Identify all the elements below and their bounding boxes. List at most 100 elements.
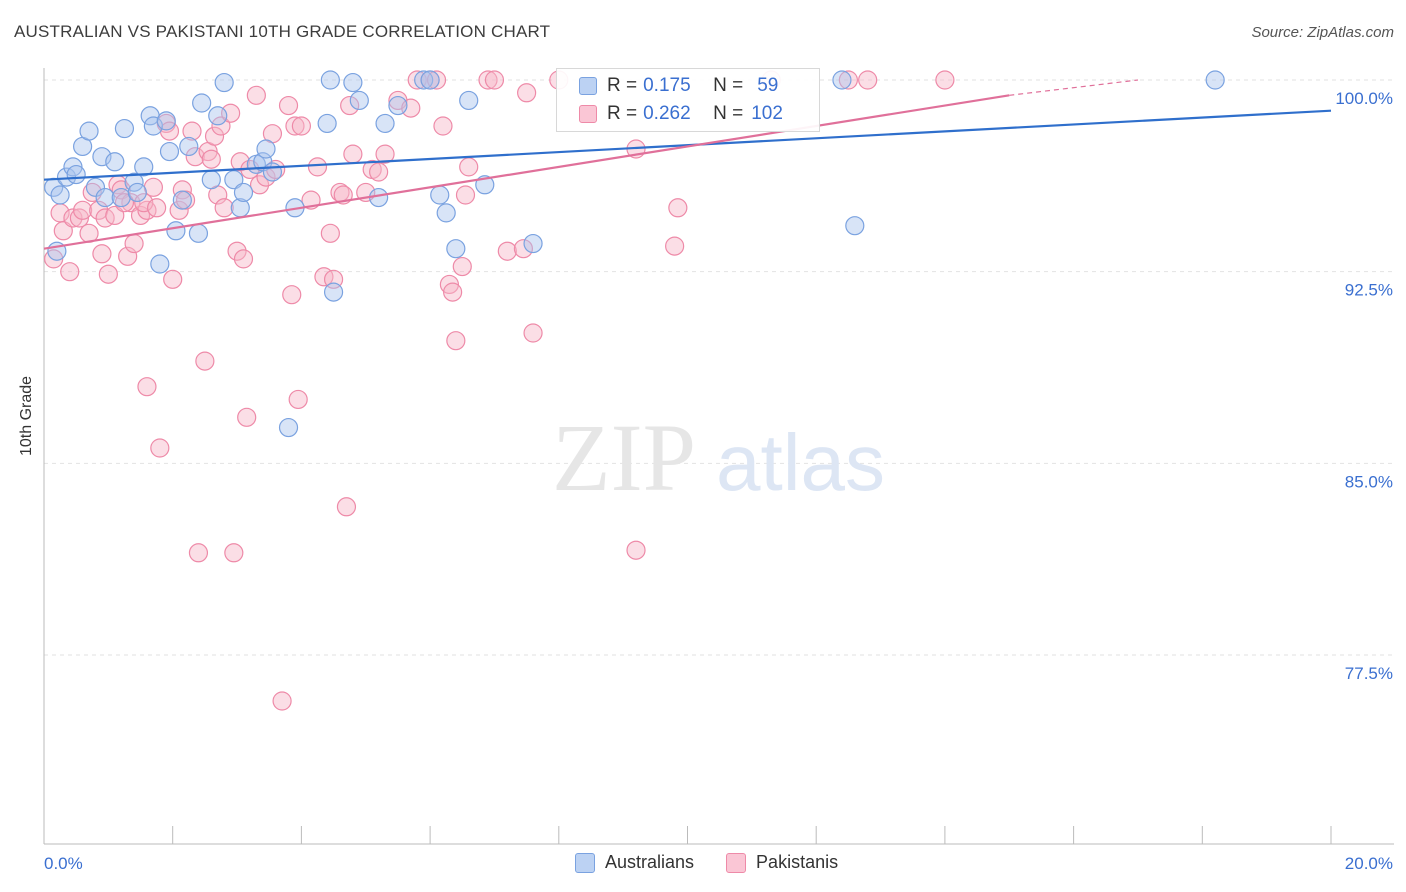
point-australians [349, 90, 369, 111]
point-australians [388, 95, 408, 116]
point-australians [150, 254, 170, 274]
point-australians [114, 118, 135, 139]
point-pakistanis [452, 256, 472, 277]
point-australians [278, 417, 299, 438]
point-australians [436, 203, 456, 223]
point-australians [523, 233, 543, 254]
point-pakistanis [185, 147, 205, 167]
point-pakistanis [124, 233, 144, 254]
point-australians [85, 177, 106, 197]
point-pakistanis [195, 351, 215, 371]
point-australians [156, 111, 176, 131]
point-pakistanis [285, 116, 305, 136]
point-australians [79, 121, 99, 141]
point-pakistanis [137, 377, 157, 397]
point-australians [143, 116, 163, 136]
point-pakistanis [92, 244, 112, 264]
tick-labels-layer: 100.0% 92.5% 85.0% 77.5% 0.0% 20.0% [44, 89, 1393, 873]
watermark-zip: ZIP [552, 404, 696, 511]
point-pakistanis [858, 70, 878, 90]
point-pakistanis [459, 157, 479, 177]
point-australians [320, 70, 340, 90]
point-pakistanis [60, 262, 80, 282]
australians-label: Australians [605, 852, 695, 872]
point-australians [430, 185, 450, 205]
legend-item-australians[interactable]: Australians [575, 852, 694, 873]
point-pakistanis [69, 208, 89, 228]
point-australians [172, 190, 192, 210]
point-australians [208, 106, 228, 126]
point-pakistanis [282, 285, 302, 305]
pakistanis-swatch [726, 852, 747, 873]
point-pakistanis [204, 126, 225, 146]
point-australians [343, 72, 363, 93]
points-layer [44, 70, 1225, 711]
chart-title: AUSTRALIAN VS PAKISTANI 10TH GRADE CORRE… [14, 22, 551, 41]
trend-pakistanis [43, 94, 1010, 250]
legend-item-pakistanis[interactable]: Pakistanis [726, 852, 838, 873]
point-australians [224, 170, 244, 190]
point-pakistanis [838, 70, 858, 90]
australians-swatch [575, 852, 595, 873]
x-tick-label: 0.0% [44, 854, 83, 873]
point-australians [188, 223, 209, 243]
point-australians [262, 162, 283, 182]
point-pakistanis [227, 241, 247, 261]
point-australians [127, 182, 147, 203]
trend-layer [43, 79, 1332, 250]
y-tick-label: 85.0% [1345, 472, 1393, 491]
point-pakistanis [224, 543, 244, 563]
point-australians [1205, 70, 1225, 90]
point-australians [159, 141, 180, 162]
stats-legend: R = 0.175 N = 59 R = 0.262 N = 102 [556, 68, 820, 132]
point-pakistanis [665, 236, 685, 256]
legend-r-value: 0.262 [643, 103, 691, 124]
point-australians [192, 93, 212, 113]
point-pakistanis [513, 239, 534, 259]
point-pakistanis [272, 691, 292, 711]
point-pakistanis [336, 497, 357, 517]
point-pakistanis [44, 249, 64, 269]
legend-r-label: R = [607, 103, 638, 124]
point-pakistanis [134, 193, 154, 213]
point-australians [134, 157, 154, 177]
point-pakistanis [443, 282, 463, 302]
point-pakistanis [478, 70, 498, 90]
y-tick-label: 92.5% [1345, 281, 1393, 300]
point-pakistanis [249, 175, 270, 195]
pakistanis-label: Pakistanis [756, 852, 839, 872]
legend-row-australians: R = 0.175 N = 59 [579, 73, 778, 99]
point-australians [66, 164, 86, 185]
point-pakistanis [211, 116, 231, 136]
point-pakistanis [246, 85, 266, 105]
point-australians [845, 216, 865, 236]
point-pakistanis [439, 274, 460, 295]
point-pakistanis [230, 152, 250, 172]
point-pakistanis [517, 83, 537, 103]
source-label: Source: ZipAtlas.com [1251, 24, 1394, 41]
point-pakistanis [233, 249, 254, 269]
point-pakistanis [446, 331, 466, 351]
point-pakistanis [172, 180, 192, 200]
point-australians [446, 239, 466, 259]
point-australians [375, 113, 395, 134]
point-australians [50, 185, 70, 205]
point-pakistanis [523, 323, 543, 343]
y-axis-label: 10th Grade [18, 375, 35, 456]
point-pakistanis [375, 144, 395, 164]
point-pakistanis [340, 95, 360, 116]
point-pakistanis [130, 205, 151, 226]
point-pakistanis [307, 157, 328, 177]
point-pakistanis [105, 205, 125, 226]
y-tick-label: 100.0% [1335, 89, 1393, 108]
point-australians [124, 172, 144, 192]
point-pakistanis [497, 241, 517, 261]
y-tick-label: 77.5% [1345, 664, 1393, 683]
point-pakistanis [150, 438, 170, 458]
point-pakistanis [433, 116, 453, 136]
point-pakistanis [455, 185, 476, 205]
point-australians [256, 139, 276, 159]
point-australians [111, 187, 131, 208]
legend-swatch-pink [579, 105, 597, 123]
